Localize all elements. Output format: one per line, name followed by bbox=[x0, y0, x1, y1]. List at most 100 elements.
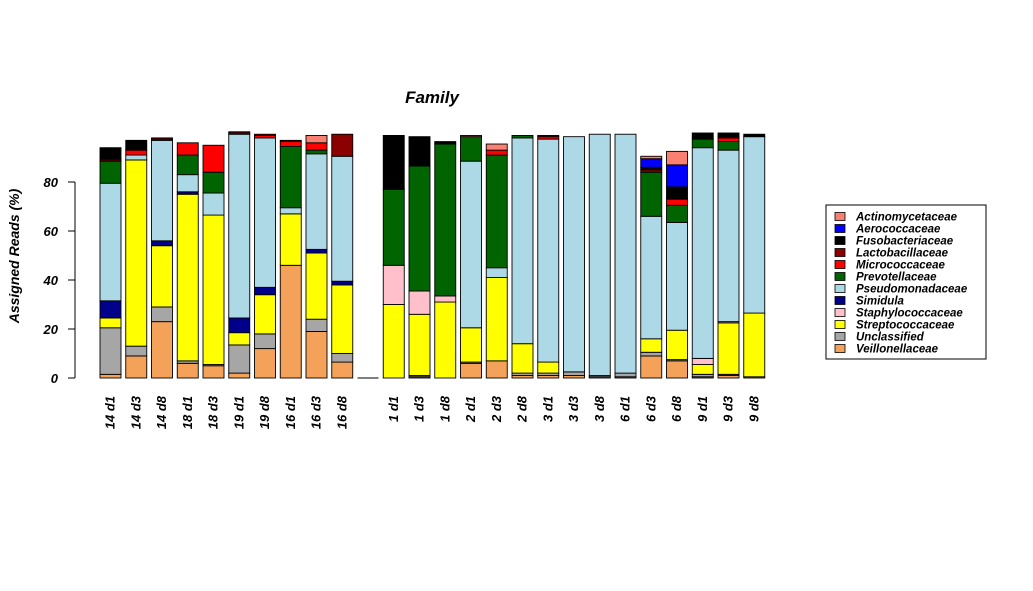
bar-stack bbox=[563, 136, 585, 379]
bar-segment bbox=[563, 136, 585, 373]
bar-segment bbox=[331, 280, 354, 286]
x-tick-label: 6 d3 bbox=[643, 395, 658, 422]
bar-segment bbox=[691, 138, 714, 149]
bar-stack bbox=[305, 134, 328, 379]
x-tick-label: 19 d1 bbox=[231, 396, 246, 429]
x-tick-label: 9 d3 bbox=[721, 395, 736, 422]
bar-segment bbox=[279, 213, 302, 266]
legend-swatch bbox=[834, 344, 846, 353]
bar-segment bbox=[202, 365, 225, 379]
bar-stack bbox=[202, 144, 225, 379]
bar-segment bbox=[125, 154, 148, 161]
bar-segment bbox=[125, 345, 148, 357]
legend-label: Veillonellaceae bbox=[856, 344, 939, 356]
bar-stack bbox=[717, 132, 740, 379]
bar-segment bbox=[125, 355, 148, 379]
legend: ActinomycetaceaeAerococcaceaeFusobacteri… bbox=[825, 204, 987, 360]
bar-stack bbox=[743, 133, 766, 379]
bar-segment bbox=[279, 139, 302, 143]
bar-segment bbox=[666, 360, 688, 379]
bar-stack bbox=[382, 134, 405, 379]
legend-swatch bbox=[834, 308, 846, 317]
bar-segment bbox=[743, 312, 766, 378]
legend-label: Fusobacteriaceae bbox=[856, 236, 954, 248]
bar-segment bbox=[202, 144, 225, 173]
bar-stack bbox=[254, 133, 276, 379]
x-tick-label: 6 d8 bbox=[669, 395, 684, 422]
bar-segment bbox=[305, 153, 328, 250]
x-tick-label: 16 d3 bbox=[309, 395, 324, 429]
bar-segment bbox=[460, 327, 482, 363]
bar-segment bbox=[485, 143, 508, 151]
bar-segment bbox=[202, 214, 225, 365]
bar-segment bbox=[228, 332, 251, 346]
bar-stack bbox=[408, 136, 431, 379]
bar-segment bbox=[176, 174, 199, 193]
bar-stack bbox=[125, 139, 148, 379]
bar-segment bbox=[408, 313, 431, 376]
bar-stack bbox=[228, 131, 251, 379]
x-tick-label: 18 d1 bbox=[180, 396, 195, 429]
bar-segment bbox=[640, 155, 663, 160]
bar-segment bbox=[228, 372, 251, 379]
bar-segment bbox=[640, 215, 663, 340]
x-tick-label: 16 d8 bbox=[334, 395, 349, 429]
bar-segment bbox=[460, 136, 482, 162]
bar-segment bbox=[228, 131, 251, 134]
bar-segment bbox=[151, 137, 173, 140]
bar-segment bbox=[202, 192, 225, 216]
bar-segment bbox=[563, 371, 585, 376]
bar-segment bbox=[691, 357, 714, 365]
x-tick-label: 3 d1 bbox=[540, 396, 555, 422]
legend-swatch bbox=[834, 260, 846, 269]
bar-segment bbox=[614, 133, 637, 374]
bar-stack bbox=[485, 143, 508, 379]
x-tick-label: 1 d8 bbox=[437, 395, 452, 422]
bar-segment bbox=[151, 245, 173, 308]
bar-segment bbox=[279, 146, 302, 209]
legend-swatch bbox=[834, 320, 846, 329]
bar-segment bbox=[331, 155, 354, 282]
bar-segment bbox=[640, 171, 663, 217]
bar-stack bbox=[537, 134, 560, 379]
bar-segment bbox=[511, 134, 534, 139]
bars-group bbox=[99, 131, 766, 379]
bar-segment bbox=[382, 264, 405, 305]
bar-segment bbox=[666, 150, 688, 166]
bar-segment bbox=[254, 294, 276, 335]
bar-segment bbox=[434, 141, 457, 145]
bar-segment bbox=[305, 134, 328, 144]
bar-segment bbox=[691, 132, 714, 140]
bar-segment bbox=[717, 137, 740, 143]
bar-segment bbox=[99, 182, 122, 302]
y-tick-label: 40 bbox=[43, 273, 59, 288]
bar-segment bbox=[460, 362, 482, 379]
x-tick-label: 2 d3 bbox=[489, 395, 504, 423]
bar-segment bbox=[485, 277, 508, 362]
bar-segment bbox=[331, 284, 354, 354]
bar-stack bbox=[176, 142, 199, 379]
x-tick-label: 19 d8 bbox=[257, 395, 272, 429]
bar-segment bbox=[254, 137, 276, 288]
bar-stack bbox=[666, 150, 688, 379]
legend-label: Unclassified bbox=[856, 332, 925, 344]
bar-segment bbox=[99, 300, 122, 319]
legend-label: Staphylococcaceae bbox=[856, 308, 963, 320]
bar-segment bbox=[279, 264, 302, 379]
bar-segment bbox=[666, 329, 688, 361]
bar-segment bbox=[743, 133, 766, 138]
bar-segment bbox=[305, 331, 328, 379]
bar-segment bbox=[305, 318, 328, 332]
bar-segment bbox=[99, 373, 122, 379]
bar-segment bbox=[305, 248, 328, 254]
bar-segment bbox=[279, 207, 302, 215]
bar-segment bbox=[588, 133, 611, 377]
x-tick-label: 1 d1 bbox=[386, 396, 401, 422]
bar-segment bbox=[640, 158, 663, 168]
legend-swatch bbox=[834, 332, 846, 341]
bar-segment bbox=[460, 160, 482, 329]
bar-segment bbox=[717, 132, 740, 138]
x-tick-label: 16 d1 bbox=[283, 396, 298, 429]
bar-stack bbox=[331, 133, 354, 379]
legend-swatch bbox=[834, 284, 846, 293]
